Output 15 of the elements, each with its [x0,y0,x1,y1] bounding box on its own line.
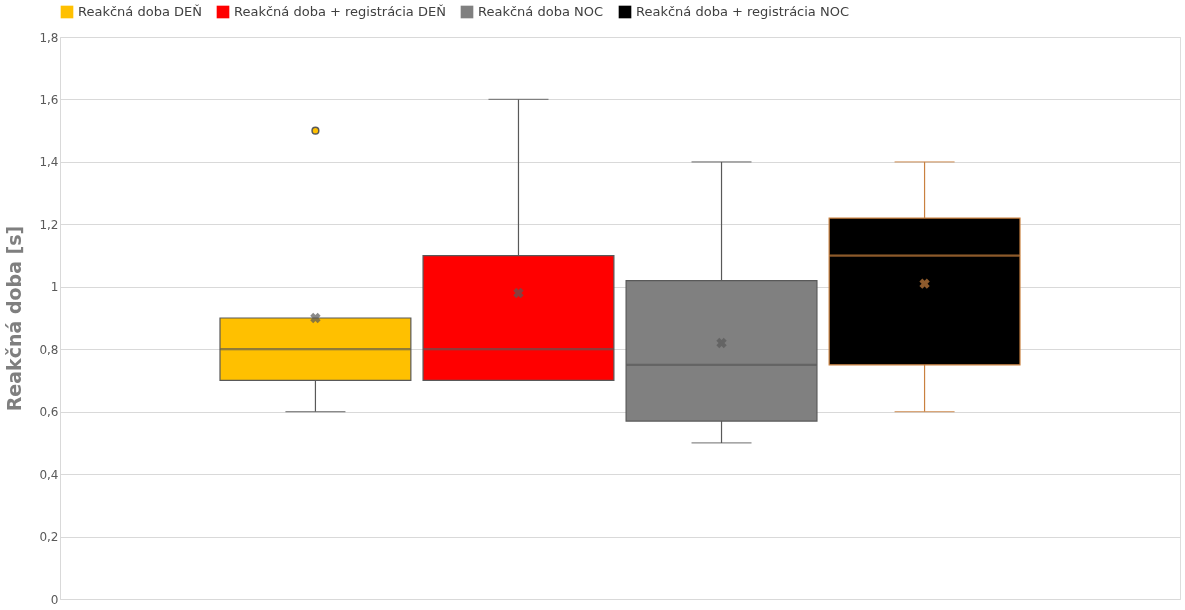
legend-label: Reakčná doba NOC [478,4,604,19]
y-tick-label: 0 [50,592,59,607]
y-tick-label: 0,8 [39,342,59,357]
legend-label: Reakčná doba + registrácia DEŇ [234,4,446,19]
y-tick-label: 0,6 [39,405,59,420]
y-tick-label: 1,6 [39,92,59,107]
y-tick-label: 1,4 [39,155,59,170]
y-axis-title: Reakčná doba [s] [3,225,26,412]
y-tick-label: 0,4 [39,467,59,482]
y-tick-label: 0,2 [39,530,59,545]
y-tick-label: 1 [50,280,59,295]
legend-label: Reakčná doba DEŇ [78,4,202,19]
y-tick-label: 1,8 [39,30,59,45]
y-tick-label: 1,2 [39,217,59,232]
legend-label: Reakčná doba + registrácia NOC [636,4,850,19]
